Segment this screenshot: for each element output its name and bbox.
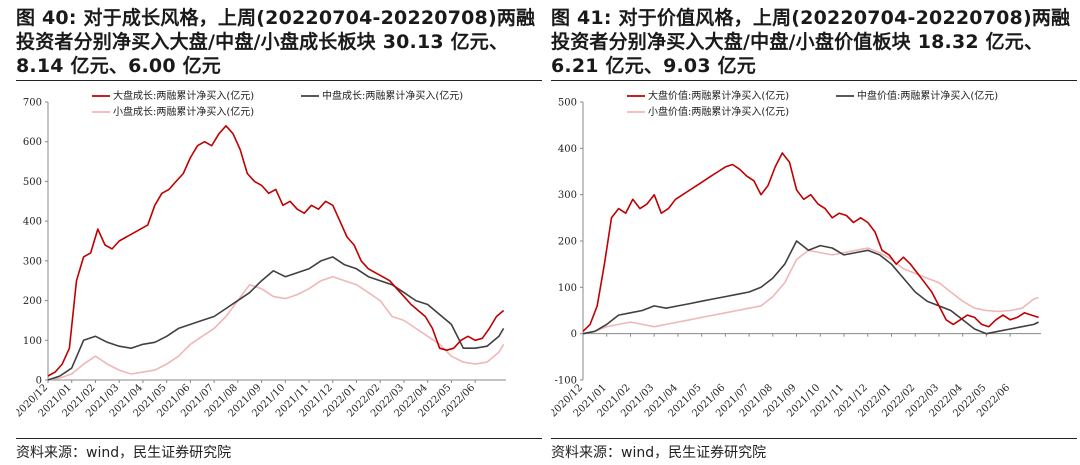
source-note: 资料来源：wind，民生证券研究院	[16, 445, 232, 461]
y-tick-label: -100	[555, 376, 577, 387]
y-tick-label: 100	[23, 336, 42, 347]
legend-label-mid: 中盘价值:两融累计净买入(亿元)	[857, 89, 998, 102]
y-tick-label: 0	[571, 329, 577, 340]
source-note: 资料来源：wind，民生证券研究院	[551, 445, 767, 461]
y-tick-label: 200	[23, 296, 42, 307]
series-line-large	[47, 124, 505, 377]
figure-40-panel: 图 40: 对于成长风格，上周(20220704-20220708)两融投资者分…	[16, 0, 542, 465]
y-tick-label: 600	[23, 137, 42, 148]
title-rule	[551, 80, 1077, 81]
figure-41-panel: 图 41: 对于价值风格，上周(20220704-20220708)两融投资者分…	[551, 0, 1077, 465]
series-line-large	[582, 152, 1039, 332]
y-tick-label: 400	[558, 144, 577, 155]
legend-label-small: 小盘价值:两融累计净买入(亿元)	[648, 105, 789, 118]
footer-rule	[16, 438, 542, 439]
y-tick-label: 500	[23, 177, 42, 188]
title-rule	[16, 80, 542, 81]
series-line-small	[582, 247, 1039, 335]
y-tick-label: 100	[558, 283, 577, 294]
y-tick-label: 300	[23, 256, 42, 267]
series-line-mid	[582, 240, 1039, 335]
y-tick-label: 200	[558, 237, 577, 248]
y-tick-label: 0	[36, 376, 42, 387]
legend-label-small: 小盘成长:两融累计净买入(亿元)	[113, 105, 254, 118]
growth-line-chart: 01002003004005006007002020/122021/012021…	[16, 89, 506, 419]
legend-label-large: 大盘成长:两融累计净买入(亿元)	[113, 89, 254, 102]
legend-label-large: 大盘价值:两融累计净买入(亿元)	[648, 89, 789, 102]
figure-title: 图 41: 对于价值风格，上周(20220704-20220708)两融投资者分…	[551, 7, 1071, 77]
legend-label-mid: 中盘成长:两融累计净买入(亿元)	[322, 89, 463, 102]
y-tick-label: 500	[558, 98, 577, 109]
figure-title: 图 40: 对于成长风格，上周(20220704-20220708)两融投资者分…	[16, 7, 536, 77]
y-tick-label: 700	[23, 98, 42, 109]
series-line-small	[47, 275, 505, 381]
footer-rule	[551, 438, 1077, 439]
y-tick-label: 300	[558, 190, 577, 201]
y-tick-label: 400	[23, 217, 42, 228]
value-line-chart: -10001002003004005002020/122021/012021/0…	[551, 89, 1041, 419]
series-line-mid	[47, 256, 505, 381]
